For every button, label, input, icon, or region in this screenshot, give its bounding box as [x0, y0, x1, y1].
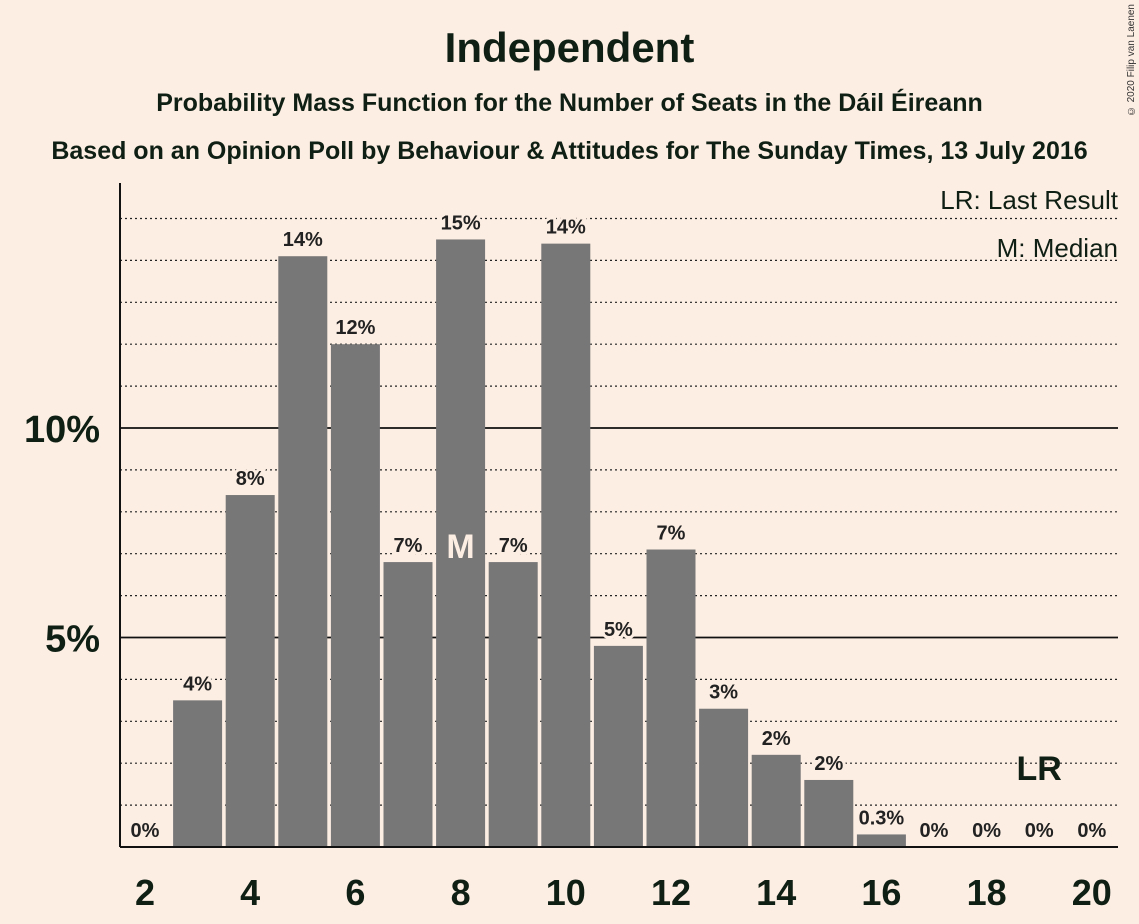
bar-value-label: 14% [283, 229, 323, 251]
bar-value-label: 0% [1025, 820, 1054, 842]
legend-last-result: LR: Last Result [940, 185, 1119, 215]
bar-value-label: 8% [236, 468, 265, 490]
x-tick-label: 4 [240, 872, 260, 913]
bar-value-label: 0% [131, 820, 160, 842]
bar-value-label: 12% [335, 317, 375, 339]
bars: 0% 4% 8% 14% 12% 7% 15% 7% 14% 5% 7% 3% 2% 2% 0.3% 0% 0%… [131, 209, 1106, 848]
chart-source-line: Based on an Opinion Poll by Behaviour & … [51, 137, 1088, 165]
x-tick-label: 18 [967, 872, 1007, 913]
x-tick-label: 12 [651, 872, 691, 913]
x-tick-label: 6 [345, 872, 365, 913]
bar [173, 700, 223, 847]
bar-value-label: 15% [441, 212, 481, 234]
bar [699, 708, 749, 847]
bar-value-label: 14% [546, 217, 586, 239]
bar-value-label: 7% [657, 523, 686, 545]
bar [488, 562, 538, 847]
bar-value-label: 7% [394, 535, 423, 557]
last-result-marker: LR [1017, 750, 1062, 788]
bar [330, 344, 380, 847]
bar [278, 256, 328, 848]
bar-value-label: 0% [920, 820, 949, 842]
bar [593, 645, 643, 847]
bar-value-label: 0.3% [859, 807, 905, 829]
bar [436, 239, 486, 847]
bar-value-label: 3% [709, 682, 738, 704]
bar [751, 754, 801, 847]
x-tick-label: 14 [756, 872, 796, 913]
x-tick-label: 8 [451, 872, 471, 913]
y-tick-label: 10% [24, 409, 100, 451]
bar-value-label: 4% [183, 673, 212, 695]
bar [804, 779, 854, 847]
x-tick-label: 16 [861, 872, 901, 913]
bar-value-label: 2% [762, 728, 791, 750]
bar-value-label: 0% [1077, 820, 1106, 842]
x-tick-label: 10 [546, 872, 586, 913]
legend-median: M: Median [997, 233, 1118, 263]
bar-value-label: 0% [972, 820, 1001, 842]
chart-title: Independent [444, 24, 695, 71]
bar-value-label: 5% [604, 619, 633, 641]
x-tick-label: 20 [1072, 872, 1112, 913]
bar [646, 549, 696, 847]
bar [383, 562, 433, 847]
bar [856, 834, 906, 847]
x-tick-label: 2 [135, 872, 155, 913]
bar-value-label: 2% [814, 753, 843, 775]
median-marker: M [446, 528, 474, 566]
bar [225, 495, 275, 847]
y-tick-label: 5% [45, 619, 100, 661]
bar-value-label: 7% [499, 535, 528, 557]
bar [541, 243, 591, 847]
chart-subtitle: Probability Mass Function for the Number… [156, 89, 983, 117]
axes: 5% 10% 2 4 6 8 10 12 14 16 18 20 [24, 183, 1118, 913]
